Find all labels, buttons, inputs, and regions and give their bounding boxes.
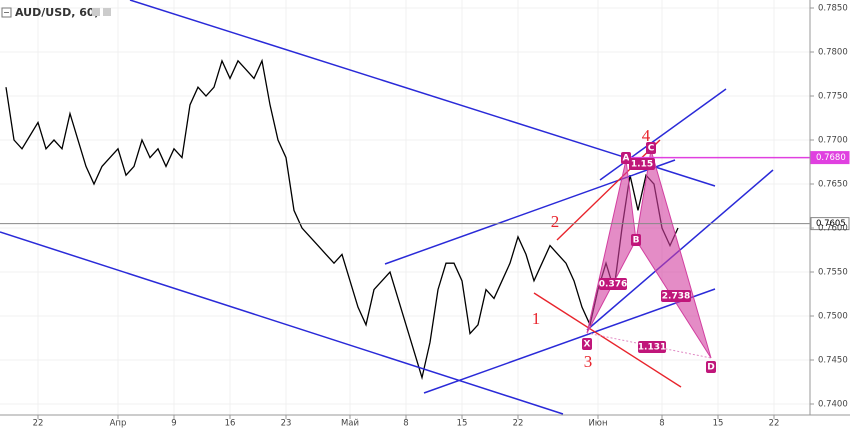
x-tick-label: 22 [769,419,780,429]
trend-line [599,88,727,181]
price-layer [5,58,679,381]
trend-line [0,231,564,415]
pattern-label: D [707,363,714,373]
pattern-label: 1.131 [638,343,666,353]
pattern-ratio-line [586,332,712,359]
y-tick-label: 0.7450 [818,356,848,366]
x-tick-label: Июн [588,419,607,429]
y-tick-label: 0.7650 [818,180,848,190]
chart-title: AUD/USD, 60, [15,6,99,19]
header-icon[interactable] [103,8,111,16]
wave-number: 4 [642,126,651,145]
header: AUD/USD, 60, [1,6,111,19]
y-tick-label: 0.7700 [818,136,848,146]
price-line [5,58,679,381]
pattern-label: 1.15 [631,160,653,170]
pattern-tag [661,290,691,302]
red-line [533,292,682,388]
pattern-tag [582,338,592,350]
wave-number: 2 [551,212,560,231]
pattern-tag [646,142,656,154]
pattern-tag [638,341,666,353]
x-tick-label: Апр [110,419,127,429]
price-label-box [810,151,850,165]
x-tick-label: 16 [225,419,236,429]
pattern-tag [621,152,631,164]
header-icon[interactable] [92,8,100,16]
pattern-tag [631,234,641,246]
pattern-label: C [648,144,655,154]
pattern-label: B [633,236,640,246]
pattern-tag [629,158,655,170]
y-tick-label: 0.7800 [818,48,848,58]
pattern-label: X [584,340,591,350]
pattern-label: 0.376 [599,280,627,290]
x-tick-label: 23 [281,419,292,429]
y-tick-label: 0.7500 [818,312,848,322]
grid [0,0,810,415]
x-tick-label: 9 [171,419,176,429]
overlay: 0.7680 0.7605 X A B C D 0.376 1.15 2.738 1.131 1 2 3 4 [0,126,850,373]
y-tick-label: 0.7550 [818,268,848,278]
trend-line [423,288,716,394]
x-tick-label: 8 [403,419,408,429]
y-tick-label: 0.7850 [818,4,848,14]
x-tick-label: 8 [659,419,664,429]
trend-line [129,0,716,187]
wave-number: 3 [584,352,593,371]
price-label: 0.7680 [816,153,846,163]
y-tick-label: 0.7750 [818,92,848,102]
pattern-tag [706,361,716,373]
x-tick-label: 22 [33,419,44,429]
x-tick-label: Май [341,419,359,429]
pattern-label: 2.738 [662,292,690,302]
collapse-icon[interactable] [1,7,12,18]
x-tick-label: 15 [457,419,468,429]
price-label: 0.7605 [816,219,846,229]
x-tick-label: 22 [513,419,524,429]
price-label-box [810,217,850,231]
y-tick-label: 0.7400 [818,400,848,410]
x-tick-label: 15 [713,419,724,429]
pattern-tag [599,278,627,290]
pattern-label: A [623,154,630,164]
wave-number: 1 [532,309,541,328]
y-tick-label: 0.7600 [818,224,848,234]
